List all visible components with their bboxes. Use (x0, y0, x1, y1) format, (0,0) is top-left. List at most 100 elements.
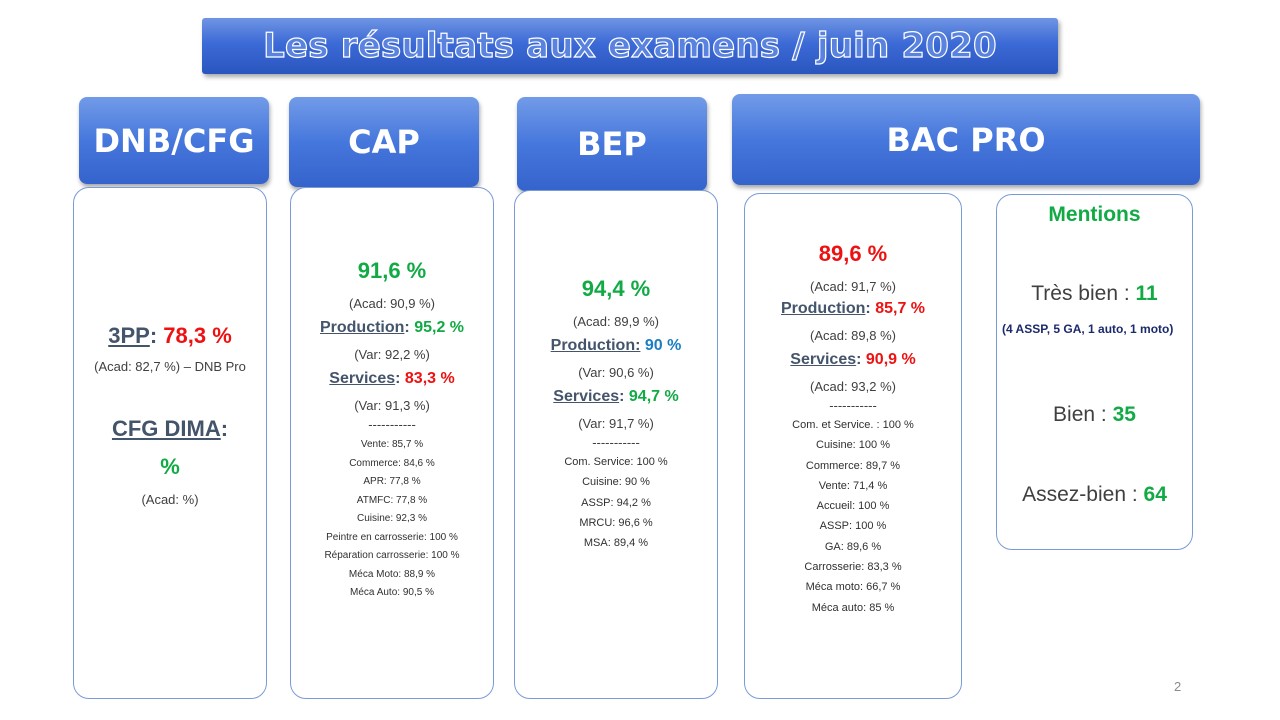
dnb-3pp-value: 78,3 % (163, 323, 232, 348)
bac-production-value: 85,7 % (875, 300, 926, 317)
list-item: Cuisine: 92,3 % (356, 513, 428, 524)
list-item: Commerce: 89,7 % (805, 459, 901, 472)
list-item: ASSP: 94,2 % (581, 496, 651, 509)
list-item: Vente: 85,7 % (360, 439, 424, 450)
mentions-title: Mentions (1048, 203, 1141, 226)
bep-services-sep: : (619, 388, 625, 405)
bep-total: 94,4 % (581, 276, 651, 301)
list-item: Accueil: 100 % (816, 500, 890, 513)
bep-production-label: Production: (550, 337, 641, 354)
bac-total-acad: (Acad: 91,7 %) (810, 279, 896, 294)
dnb-3pp-acad: (Acad: 82,7 %) – DNB Pro (94, 359, 246, 374)
cap-production-sep: : (404, 319, 410, 336)
dnb-3pp-line: 3PP: 78,3 % (74, 323, 266, 349)
dnb-3pp-sep: : (149, 323, 158, 348)
list-item: Méca auto: 85 % (811, 601, 895, 614)
bep-production-value: 90 % (644, 337, 682, 354)
cap-services-value: 83,3 % (404, 370, 455, 387)
list-item: Com. Service: 100 % (564, 456, 668, 468)
dnb-cfg-line: CFG DIMA: (74, 416, 266, 442)
list-item: ATMFC: 77,8 % (356, 494, 428, 506)
mentions-bien-line: Bien : 35 (997, 403, 1192, 427)
mentions-panel: Mentions Très bien : 11 (4 ASSP, 5 GA, 1… (996, 194, 1193, 550)
list-item: Peintre en carrosserie: 100 % (326, 531, 458, 543)
list-item: Méca moto: 66,7 % (805, 581, 901, 594)
mentions-tres-bien-label: Très bien : (1031, 282, 1130, 305)
header-bac-pro: BAC PRO (732, 94, 1200, 185)
bac-services-label: Services (790, 351, 857, 368)
bac-services-sep: : (856, 351, 862, 368)
bac-pro-panel: 89,6 % (Acad: 91,7 %) Production: 85,7 %… (744, 193, 962, 699)
list-item: MSA: 89,4 % (583, 537, 649, 550)
list-item: MRCU: 96,6 % (579, 516, 653, 529)
list-item: Cuisine: 90 % (582, 476, 650, 489)
bep-services-value: 94,7 % (628, 388, 679, 405)
bep-production-var: (Var: 90,6 %) (578, 365, 654, 380)
bep-total-acad: (Acad: 89,9 %) (573, 314, 659, 329)
cap-services-var: (Var: 91,3 %) (354, 398, 430, 413)
cap-production-value: 95,2 % (414, 319, 465, 336)
mentions-tres-bien-value: 11 (1135, 282, 1158, 305)
cap-production-var: (Var: 92,2 %) (354, 347, 430, 362)
bep-details-list: Com. Service: 100 % Cuisine: 90 % ASSP: … (515, 452, 717, 553)
mentions-assez-bien-value: 64 (1143, 483, 1167, 506)
bac-separator: ----------- (829, 398, 877, 413)
bep-panel: 94,4 % (Acad: 89,9 %) Production: 90 % (… (514, 190, 718, 699)
bac-services-line: Services: 90,9 % (745, 351, 961, 369)
bep-services-var: (Var: 91,7 %) (578, 416, 654, 431)
list-item: Méca Moto: 88,9 % (348, 568, 436, 580)
bep-services-label: Services (553, 388, 620, 405)
mentions-tres-bien-detail: (4 ASSP, 5 GA, 1 auto, 1 moto) (1002, 322, 1174, 336)
cap-services-line: Services: 83,3 % (291, 370, 493, 388)
header-dnb: DNB/CFG (79, 97, 269, 184)
title-banner: Les résultats aux examens / juin 2020 (202, 18, 1058, 74)
bac-production-line: Production: 85,7 % (745, 300, 961, 318)
page-number: 2 (1174, 679, 1182, 694)
cap-production-label: Production (319, 319, 405, 336)
list-item: Carrosserie: 83,3 % (804, 561, 902, 574)
cap-services-label: Services (329, 370, 396, 387)
cap-total: 91,6 % (357, 258, 427, 283)
bac-details-list: Com. et Service. : 100 % Cuisine: 100 % … (745, 415, 961, 618)
list-item: Réparation carrosserie: 100 % (324, 550, 460, 561)
bac-total: 89,6 % (818, 241, 888, 266)
list-item: APR: 77,8 % (363, 476, 421, 487)
list-item: Méca Auto: 90,5 % (350, 587, 434, 598)
list-item: Commerce: 84,6 % (349, 457, 435, 469)
mentions-assez-bien-label: Assez-bien : (1022, 483, 1138, 506)
bac-services-value: 90,9 % (865, 351, 916, 368)
bac-production-acad: (Acad: 89,8 %) (810, 328, 896, 343)
cap-panel: 91,6 % (Acad: 90,9 %) Production: 95,2 %… (290, 187, 494, 699)
list-item: Com. et Service. : 100 % (792, 419, 914, 431)
cap-production-line: Production: 95,2 % (291, 319, 493, 337)
header-cap: CAP (289, 97, 479, 187)
bac-production-label: Production (780, 300, 866, 317)
list-item: GA: 89,6 % (824, 540, 882, 553)
list-item: ASSP: 100 % (819, 520, 887, 533)
bac-production-sep: : (865, 300, 871, 317)
dnb-cfg-sep: : (220, 416, 229, 441)
mentions-assez-bien-line: Assez-bien : 64 (997, 483, 1192, 507)
dnb-cfg-acad: (Acad: %) (141, 492, 199, 507)
dnb-panel: 3PP: 78,3 % (Acad: 82,7 %) – DNB Pro CFG… (73, 187, 267, 699)
dnb-cfg-label: CFG DIMA (111, 416, 221, 441)
cap-details-list: Vente: 85,7 % Commerce: 84,6 % APR: 77,8… (291, 436, 493, 603)
header-bac-pro-label: BAC PRO (886, 120, 1046, 159)
bep-production-line: Production: 90 % (515, 337, 717, 355)
cap-separator: ----------- (368, 417, 416, 432)
list-item: Cuisine: 100 % (816, 439, 890, 452)
cap-total-acad: (Acad: 90,9 %) (349, 296, 435, 311)
dnb-cfg-value: % (160, 454, 180, 479)
cap-services-sep: : (395, 370, 401, 387)
mentions-tres-bien-line: Très bien : 11 (997, 282, 1192, 306)
header-dnb-label: DNB/CFG (93, 121, 255, 160)
header-bep-label: BEP (577, 125, 647, 163)
bac-services-acad: (Acad: 93,2 %) (810, 379, 896, 394)
page-title: Les résultats aux examens / juin 2020 (263, 25, 998, 66)
mentions-bien-value: 35 (1112, 403, 1136, 426)
dnb-3pp-label: 3PP (108, 323, 150, 348)
bep-services-line: Services: 94,7 % (515, 388, 717, 406)
mentions-bien-label: Bien : (1053, 403, 1107, 426)
header-cap-label: CAP (348, 123, 420, 161)
header-bep: BEP (517, 97, 707, 191)
